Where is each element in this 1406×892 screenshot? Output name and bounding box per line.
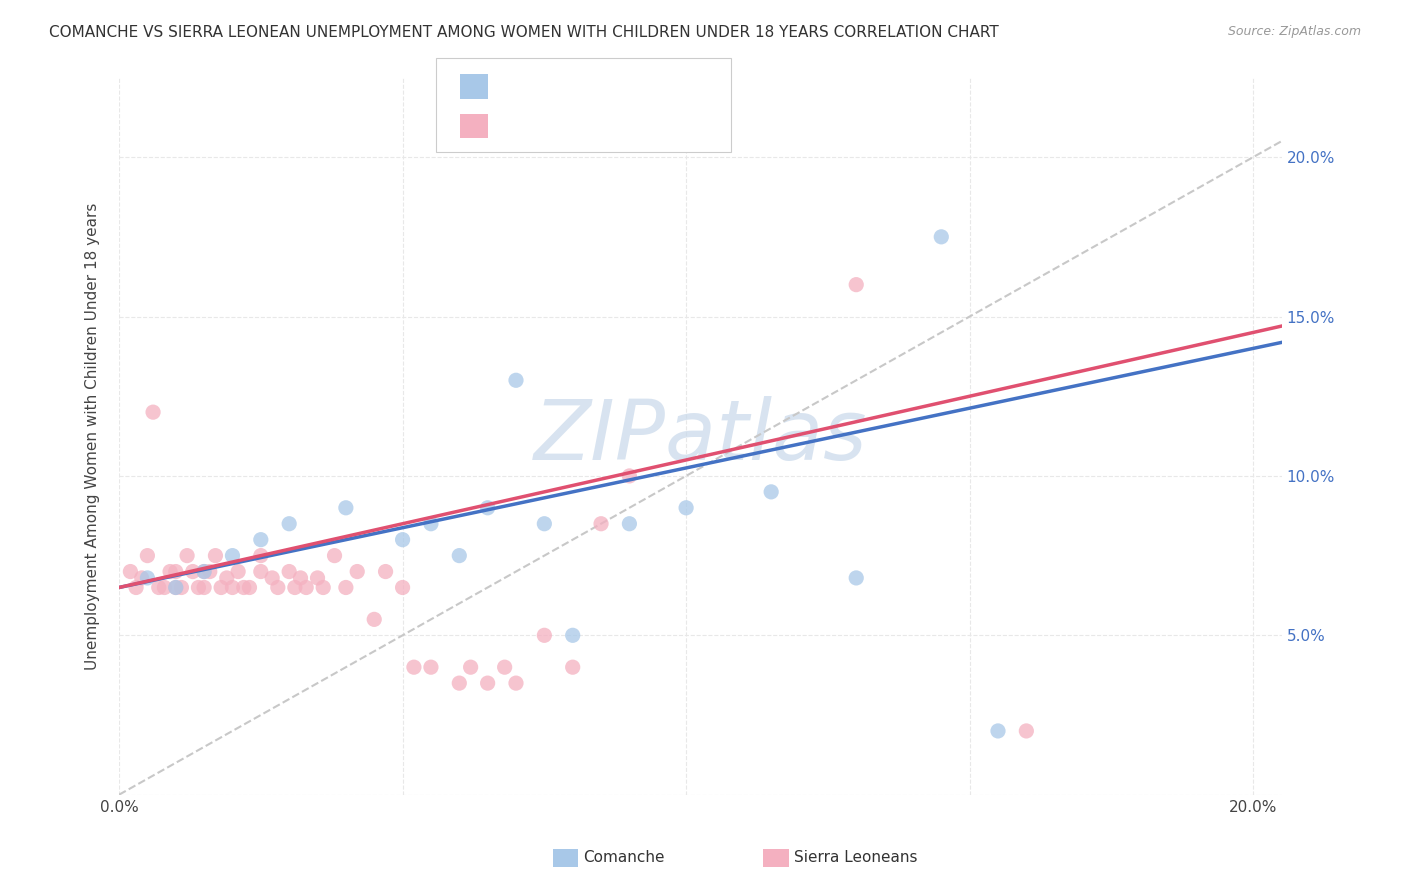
Text: 0.501: 0.501 — [534, 78, 578, 94]
Point — [845, 277, 868, 292]
Point — [148, 581, 170, 595]
Text: 20: 20 — [650, 78, 669, 94]
Point — [170, 581, 193, 595]
Text: Sierra Leoneans: Sierra Leoneans — [794, 850, 918, 864]
Point — [198, 565, 221, 579]
Text: COMANCHE VS SIERRA LEONEAN UNEMPLOYMENT AMONG WOMEN WITH CHILDREN UNDER 18 YEARS: COMANCHE VS SIERRA LEONEAN UNEMPLOYMENT … — [49, 25, 998, 40]
Point — [250, 549, 273, 563]
Point — [460, 660, 482, 674]
Point — [159, 565, 181, 579]
Point — [193, 565, 215, 579]
Text: R =: R = — [498, 78, 531, 94]
Point — [845, 571, 868, 585]
Point — [402, 660, 425, 674]
Point — [335, 500, 357, 515]
Point — [391, 581, 413, 595]
Point — [226, 565, 249, 579]
Point — [619, 516, 641, 531]
Point — [335, 581, 357, 595]
Point — [477, 676, 499, 690]
Point — [120, 565, 142, 579]
Point — [363, 612, 385, 626]
Point — [267, 581, 290, 595]
Text: R =: R = — [498, 119, 531, 134]
Point — [312, 581, 335, 595]
Point — [619, 469, 641, 483]
Point — [675, 500, 697, 515]
Point — [494, 660, 516, 674]
Point — [238, 581, 260, 595]
Text: ZIPatlas: ZIPatlas — [533, 395, 868, 476]
Point — [561, 628, 583, 642]
Point — [262, 571, 284, 585]
Point — [284, 581, 307, 595]
Point — [153, 581, 176, 595]
Point — [1015, 723, 1038, 738]
Point — [250, 533, 273, 547]
Text: 53: 53 — [650, 119, 669, 134]
Point — [449, 676, 471, 690]
Point — [165, 565, 187, 579]
Point — [505, 373, 527, 387]
Point — [136, 549, 159, 563]
Point — [533, 516, 555, 531]
Point — [419, 660, 441, 674]
Point — [278, 516, 301, 531]
Point — [221, 581, 243, 595]
Point — [505, 676, 527, 690]
Point — [533, 628, 555, 642]
Point — [346, 565, 368, 579]
Text: Source: ZipAtlas.com: Source: ZipAtlas.com — [1227, 25, 1361, 38]
Point — [419, 516, 441, 531]
Point — [181, 565, 204, 579]
Point — [449, 549, 471, 563]
Point — [136, 571, 159, 585]
Point — [204, 549, 226, 563]
Point — [290, 571, 312, 585]
Point — [391, 533, 413, 547]
Point — [221, 549, 243, 563]
Point — [215, 571, 238, 585]
Point — [561, 660, 583, 674]
Point — [323, 549, 346, 563]
Point — [193, 565, 215, 579]
Text: N =: N = — [602, 78, 645, 94]
Text: Comanche: Comanche — [583, 850, 665, 864]
Point — [759, 484, 782, 499]
Text: 0.360: 0.360 — [534, 119, 578, 134]
Point — [131, 571, 153, 585]
Point — [165, 581, 187, 595]
Text: N =: N = — [602, 119, 645, 134]
Point — [374, 565, 396, 579]
Point — [589, 516, 612, 531]
Point — [250, 565, 273, 579]
Point — [193, 581, 215, 595]
Point — [209, 581, 232, 595]
Y-axis label: Unemployment Among Women with Children Under 18 years: Unemployment Among Women with Children U… — [86, 202, 100, 670]
Point — [295, 581, 318, 595]
Point — [232, 581, 254, 595]
Point — [187, 581, 209, 595]
Point — [929, 230, 952, 244]
Point — [278, 565, 301, 579]
Point — [125, 581, 148, 595]
Point — [477, 500, 499, 515]
Point — [987, 723, 1010, 738]
Point — [307, 571, 329, 585]
Point — [165, 581, 187, 595]
Point — [142, 405, 165, 419]
Point — [176, 549, 198, 563]
